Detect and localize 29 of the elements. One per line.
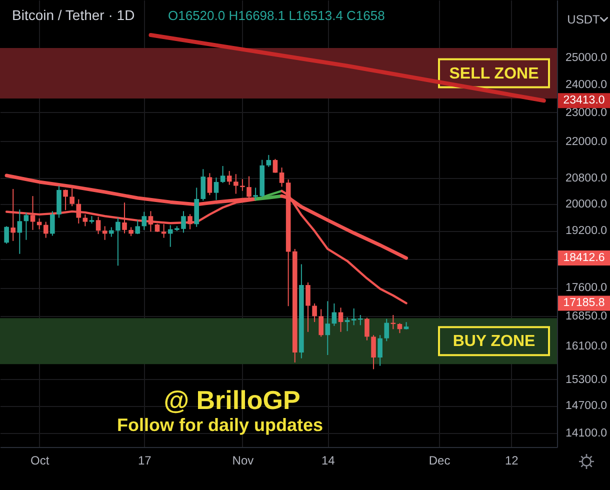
x-tick-label: 12 <box>504 454 519 468</box>
x-tick-label: Oct <box>30 454 50 468</box>
text: 18412.6 <box>563 252 605 264</box>
annotation: O16520.0 H16698.1 L16513.4 C1658 <box>168 8 385 23</box>
y-tick-label: 23000.0 <box>566 106 608 119</box>
y-tick-label: 16100.0 <box>566 340 608 352</box>
y-tick-label: 14100.0 <box>566 427 608 440</box>
y-tick-label: 15300.0 <box>566 374 608 386</box>
annotation: Follow for daily updates <box>116 415 324 435</box>
x-tick-label: Nov <box>232 454 254 468</box>
annotation: @ BrilloGP <box>164 385 300 415</box>
y-axis-title: USDT <box>567 12 600 26</box>
band-label: BUY ZONE <box>452 333 536 350</box>
x-tick-label: Dec <box>428 454 450 468</box>
text: 17185.8 <box>563 297 605 310</box>
x-tick-label: 17 <box>138 454 152 468</box>
y-tick-label: 17600.0 <box>566 282 608 294</box>
y-tick-label: 14700.0 <box>566 400 608 412</box>
y-tick-label: 22000.0 <box>566 136 608 148</box>
y-tick-label: 20800.0 <box>566 172 608 185</box>
text: Bitcoin / Tether · 1D <box>12 7 135 23</box>
text: 23413.0 <box>563 94 605 107</box>
y-tick-label: 19200.0 <box>566 225 608 238</box>
x-tick-label: 14 <box>321 454 336 468</box>
y-tick-label: 25000.0 <box>566 52 608 64</box>
y-tick-label: 24000.0 <box>566 78 608 91</box>
y-tick-label: 20000.0 <box>566 198 608 210</box>
band-label: SELL ZONE <box>449 65 540 82</box>
y-tick-label: 16850.0 <box>566 310 608 323</box>
